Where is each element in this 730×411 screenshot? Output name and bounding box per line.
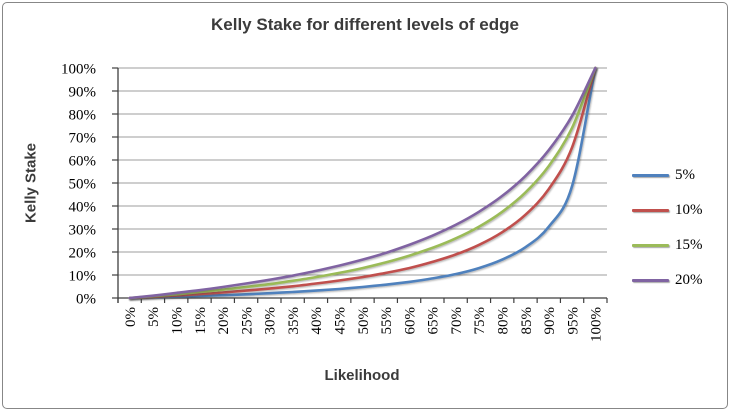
series-line-20% — [128, 66, 597, 300]
legend-label: 15% — [675, 237, 703, 253]
legend: 5% 10% 15% 20% — [632, 158, 703, 298]
x-tick-label: 65% — [426, 307, 442, 335]
x-tick-label: 50% — [356, 307, 372, 335]
y-tick-label: 10% — [69, 268, 97, 284]
x-tick-label: 35% — [286, 307, 302, 335]
x-tick-label: 100% — [589, 307, 605, 342]
x-tick-label: 80% — [495, 307, 511, 335]
legend-item: 10% — [632, 193, 703, 228]
legend-line-swatch — [632, 279, 669, 282]
y-tick-label: 90% — [69, 84, 97, 100]
y-axis-title: Kelly Stake — [22, 142, 40, 224]
legend-item: 15% — [632, 228, 703, 263]
x-tick-label: 55% — [379, 307, 395, 335]
x-tick-label: 30% — [263, 307, 279, 335]
legend-line-swatch — [632, 244, 669, 247]
x-tick-label: 15% — [193, 307, 209, 335]
x-tick-label: 40% — [309, 307, 325, 335]
x-tick-label: 85% — [519, 307, 535, 335]
x-tick-label: 45% — [332, 307, 348, 335]
legend-line-swatch — [632, 209, 669, 212]
x-tick-label: 5% — [146, 307, 162, 327]
legend-label: 10% — [675, 202, 703, 218]
x-tick-label: 20% — [216, 307, 232, 335]
y-tick-label: 30% — [69, 222, 97, 238]
y-tick-label: 50% — [69, 176, 97, 192]
x-tick-label: 10% — [169, 307, 185, 335]
legend-item: 5% — [632, 158, 703, 193]
legend-line-swatch — [632, 174, 669, 177]
legend-label: 5% — [675, 167, 695, 183]
y-tick-label: 70% — [69, 130, 97, 146]
series-line-10% — [128, 66, 597, 300]
y-tick-label: 0% — [76, 291, 96, 307]
y-tick-label: 100% — [61, 61, 96, 77]
x-tick-label: 25% — [239, 307, 255, 335]
chart-title: Kelly Stake for different levels of edge — [211, 15, 519, 34]
series-line-5% — [128, 66, 597, 300]
x-tick-label: 75% — [472, 307, 488, 335]
y-tick-label: 60% — [69, 153, 97, 169]
x-axis-title: Likelihood — [324, 367, 400, 384]
legend-label: 20% — [675, 272, 703, 288]
x-tick-label: 70% — [449, 307, 465, 335]
x-tick-label: 90% — [542, 307, 558, 335]
x-tick-label: 95% — [565, 307, 581, 335]
legend-item: 20% — [632, 263, 703, 298]
series-line-15% — [128, 66, 597, 300]
y-tick-label: 20% — [69, 245, 97, 261]
y-tick-label: 80% — [69, 107, 97, 123]
y-tick-label: 40% — [69, 199, 97, 215]
x-tick-label: 60% — [402, 307, 418, 335]
x-tick-label: 0% — [123, 307, 139, 327]
